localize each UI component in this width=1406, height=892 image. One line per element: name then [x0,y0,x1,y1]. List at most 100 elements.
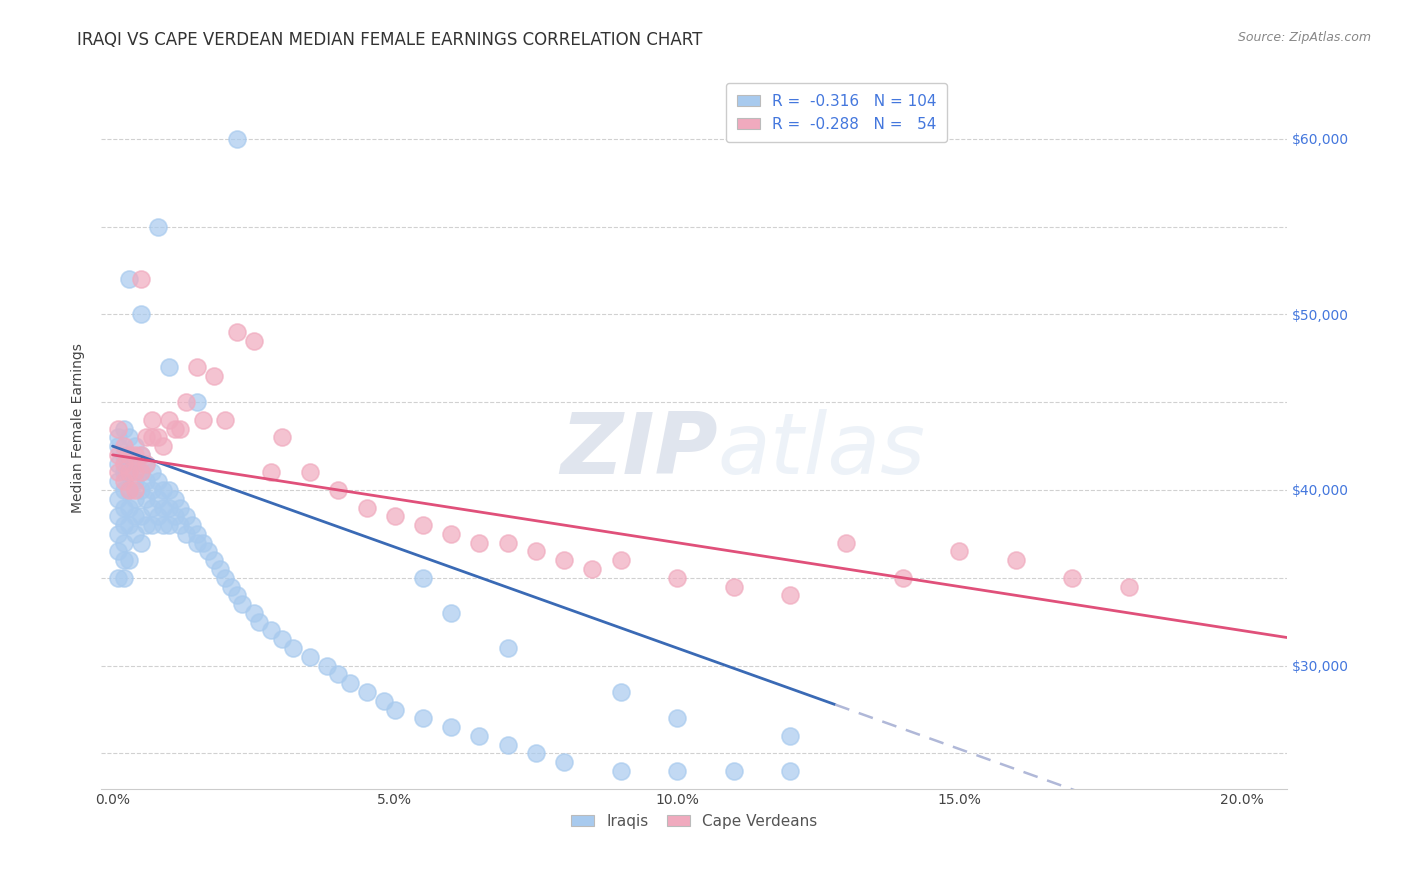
Point [412,711,434,725]
Point [666,764,689,778]
Point [118,483,141,497]
Point [118,448,141,462]
Point [135,457,157,471]
Point [174,509,197,524]
Point [328,667,350,681]
Point [118,553,141,567]
Point [356,500,378,515]
Point [112,474,135,488]
Point [146,509,169,524]
Point [135,491,157,506]
Point [208,562,231,576]
Point [169,518,191,533]
Point [124,509,146,524]
Point [191,413,214,427]
Point [835,535,858,549]
Point [163,509,186,524]
Point [524,747,547,761]
Text: IRAQI VS CAPE VERDEAN MEDIAN FEMALE EARNINGS CORRELATION CHART: IRAQI VS CAPE VERDEAN MEDIAN FEMALE EARN… [77,31,703,49]
Point [356,685,378,699]
Point [124,448,146,462]
Point [723,764,745,778]
Point [779,588,801,602]
Point [496,535,519,549]
Point [214,571,236,585]
Point [107,509,129,524]
Point [112,421,135,435]
Point [129,466,152,480]
Point [609,764,631,778]
Point [141,430,163,444]
Point [112,518,135,533]
Point [129,448,152,462]
Point [112,448,135,462]
Point [553,553,575,567]
Point [152,518,174,533]
Point [107,457,129,471]
Point [112,466,135,480]
Text: atlas: atlas [717,409,925,491]
Point [141,483,163,497]
Legend: Iraqis, Cape Verdeans: Iraqis, Cape Verdeans [565,807,823,835]
Point [129,483,152,497]
Point [202,553,225,567]
Point [163,491,186,506]
Point [118,430,141,444]
Point [186,527,208,541]
Point [112,553,135,567]
Point [129,466,152,480]
Point [609,553,631,567]
Text: Source: ZipAtlas.com: Source: ZipAtlas.com [1237,31,1371,45]
Point [146,430,169,444]
Point [124,439,146,453]
Point [112,457,135,471]
Text: ZIP: ZIP [560,409,717,491]
Point [180,518,202,533]
Point [135,457,157,471]
Point [440,527,463,541]
Point [135,474,157,488]
Point [146,219,169,234]
Point [107,466,129,480]
Point [118,500,141,515]
Point [779,764,801,778]
Point [124,491,146,506]
Point [197,544,219,558]
Point [112,483,135,497]
Point [1062,571,1084,585]
Point [107,474,129,488]
Point [112,439,135,453]
Point [496,738,519,752]
Point [581,562,603,576]
Point [118,448,141,462]
Point [1004,553,1026,567]
Point [891,571,914,585]
Point [339,676,361,690]
Point [129,448,152,462]
Point [384,702,406,716]
Point [259,466,281,480]
Point [412,518,434,533]
Point [129,509,152,524]
Point [270,430,292,444]
Point [141,413,163,427]
Point [118,466,141,480]
Point [948,544,970,558]
Point [468,729,491,743]
Point [107,430,129,444]
Point [141,500,163,515]
Point [112,535,135,549]
Point [524,544,547,558]
Point [412,571,434,585]
Point [124,466,146,480]
Point [186,395,208,409]
Point [146,474,169,488]
Point [146,491,169,506]
Point [157,500,180,515]
Y-axis label: Median Female Earnings: Median Female Earnings [72,343,86,514]
Point [496,640,519,655]
Point [225,325,247,339]
Point [112,500,135,515]
Point [157,483,180,497]
Point [186,360,208,375]
